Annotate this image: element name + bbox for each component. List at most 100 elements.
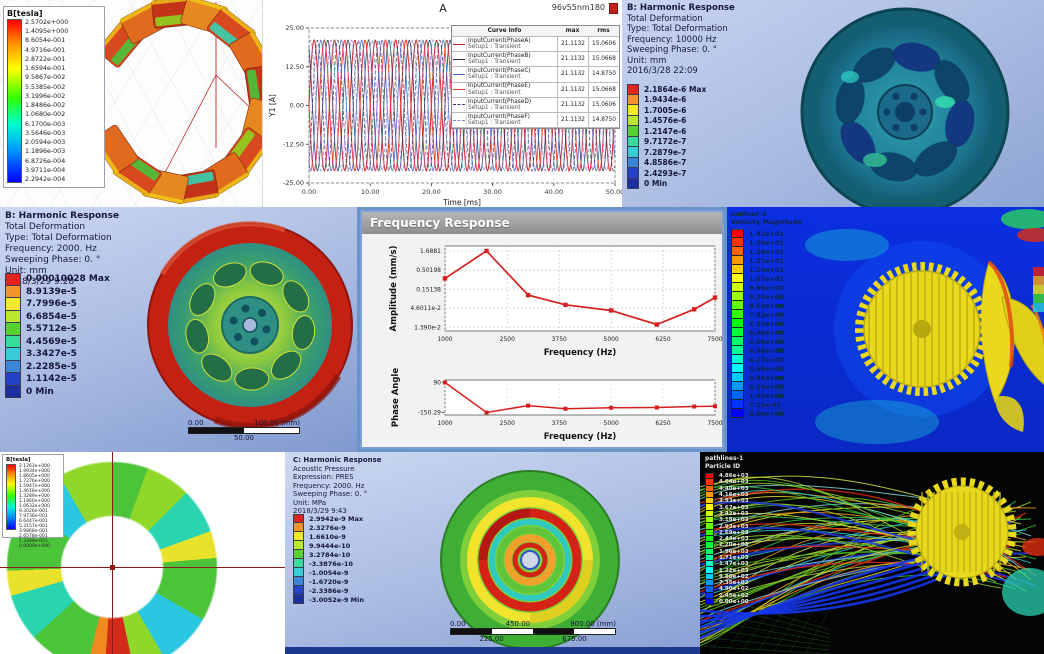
curve-info-row: InputCurrent(PhaseC) Setup1 : Transient 21… <box>452 67 619 83</box>
legend-swatch <box>731 238 744 247</box>
legend-value: 4.8586e-7 <box>644 158 687 168</box>
curve-info-row: InputCurrent(PhaseB) Setup1 : Transient 21… <box>452 52 619 68</box>
legend-value: 3.9868e-001 <box>19 529 48 534</box>
legend-row: 1.07e+01 <box>731 274 784 283</box>
legend-row: 1.35e+01 <box>731 238 784 247</box>
fan-flow-3d-view <box>805 209 1044 444</box>
legend-value: 1.3289e+000 <box>19 494 50 499</box>
legend-swatch <box>731 292 744 301</box>
curve-info-col: Curve Info <box>487 28 522 34</box>
legend-row: -1.0054e-9 <box>293 568 364 577</box>
legend-row: 2.20e+03 <box>705 542 749 549</box>
legend-swatch <box>293 550 304 559</box>
legend-swatch <box>5 298 21 311</box>
curve-name: InputCurrent(PhaseA) Setup1 : Transient <box>466 37 557 51</box>
header-line: Unit: MPa <box>293 498 327 507</box>
legend-swatch <box>5 385 21 398</box>
curve-color-line <box>453 119 465 121</box>
legend-value: 0.00010028 Max <box>26 274 110 285</box>
pressure-legend: 2.9942e-9 Max 2.3276e-9 1.6610e-9 9.9444e-1… <box>293 514 364 604</box>
header-line: Type: Total Deformation <box>627 24 728 34</box>
legend-value: 6.8726e-004 <box>25 157 66 165</box>
legend-swatch <box>293 586 304 595</box>
legend-swatch <box>731 229 744 238</box>
acoustic-disc-3d-view <box>440 470 620 650</box>
legend-value: -3.0052e-9 Min <box>309 595 364 604</box>
cfd-velocity-contour-panel: contour-2 Velocity Magnitude 1.42e+01 1.35… <box>727 207 1044 452</box>
curve-color-line <box>453 43 465 45</box>
legend-value: 4.4569e-5 <box>26 336 77 347</box>
legend-value: 1.42e+01 <box>749 229 784 238</box>
legend-swatch <box>731 247 744 256</box>
curve-info-header: Curve Info max rms <box>452 26 619 37</box>
result-header: B: Harmonic Response Total Deformation Typ… <box>5 211 119 288</box>
legend-value: 1.07e+01 <box>749 274 784 283</box>
legend-value: 2.1263e+000 <box>19 464 50 469</box>
result-header: C: Harmonic Response Acoustic Pressure Exp… <box>293 456 382 516</box>
legend-row: 9.9444e-10 <box>293 541 364 550</box>
crosshair-horizontal <box>0 567 285 568</box>
legend-row: 2.93e+03 <box>705 523 749 530</box>
legend-value: 7.82e+00 <box>749 310 784 319</box>
legend-value: 2.5702e+000 <box>25 19 69 26</box>
svg-text:20.00: 20.00 <box>422 188 441 196</box>
legend-row: 6.40e+00 <box>731 328 784 337</box>
chart-title: A <box>439 2 447 15</box>
legend-value: 3.42e+03 <box>719 510 749 517</box>
svg-text:Frequency (Hz): Frequency (Hz) <box>544 432 617 442</box>
ruler-max: 100.00 (mm) <box>254 419 300 427</box>
maxwell-field-plot-panel: B[tesla] 2.1263e+000 1.9934e+000 1.8605e+0… <box>0 452 285 654</box>
legend-row: 7.11e+00 <box>731 319 784 328</box>
legend-value: 5.69e+00 <box>749 337 784 346</box>
legend-value: 1.71e+03 <box>719 555 749 561</box>
header-line: Frequency: 10000 Hz <box>627 34 717 45</box>
legend-value: 1.4576e-6 <box>644 116 687 126</box>
legend-row: 1.1142e-5 <box>5 373 110 386</box>
header-line: Frequency: 2000. Hz <box>293 481 365 490</box>
rainbow-colorbar <box>7 19 22 183</box>
legend-swatch <box>5 373 21 386</box>
legend-swatch <box>731 310 744 319</box>
legend-row: 2.4293e-7 <box>627 168 706 179</box>
legend-value: 1.3289e-001 <box>19 539 48 544</box>
legend-value: 2.45e+02 <box>719 592 749 599</box>
svg-text:1.6881: 1.6881 <box>420 248 441 255</box>
legend-swatch <box>293 523 304 532</box>
legend-row: 8.9139e-5 <box>5 285 110 298</box>
header-line: Total Deformation <box>627 13 703 24</box>
legend-value: 1.0680e-002 <box>25 111 66 119</box>
window-titlebar[interactable]: Frequency Response <box>362 212 722 234</box>
legend-swatch <box>5 310 21 323</box>
legend-swatch <box>705 592 714 599</box>
legend-value: 9.24e+00 <box>749 292 784 301</box>
header-line: Expression: PRES <box>293 473 354 481</box>
legend-swatch <box>627 168 639 179</box>
curve-info-row: InputCurrent(PhaseD) Setup1 : Transient 21… <box>452 97 619 113</box>
legend-value: 7.11e-01 <box>749 400 782 409</box>
legend-value: 3.5646e-003 <box>25 129 66 137</box>
legend-swatch <box>5 323 21 336</box>
streamlines-3d-view <box>700 475 1044 654</box>
svg-text:30.00: 30.00 <box>483 188 502 196</box>
legend-row: 1.21e+01 <box>731 256 784 265</box>
legend-row: 7.2879e-7 <box>627 147 706 158</box>
legend-value: 2.84e+00 <box>749 373 784 382</box>
curve-color-line <box>453 104 465 106</box>
legend-swatch <box>627 126 639 137</box>
scale-ruler: 0.00 450.00 900.00 (mm) 225.00 675.00 <box>450 620 616 643</box>
legend-value: 5.5712e-5 <box>26 324 77 335</box>
legend-row: 9.96e+00 <box>731 283 784 292</box>
header-line: Total Deformation <box>5 222 86 232</box>
curve-name: InputCurrent(PhaseC) Setup1 : Transient <box>466 68 557 81</box>
legend-value: 7.7996e-5 <box>26 299 77 310</box>
b-field-legend: B[tesla] 2.1263e+000 1.9934e+000 1.8605e+0… <box>2 454 64 549</box>
legend-row: 3.56e+00 <box>731 364 784 373</box>
legend-value: 4.98e+00 <box>749 346 784 355</box>
legend-value: 8.53e+00 <box>749 301 784 310</box>
legend-row: 3.42e+03 <box>705 510 749 518</box>
legend-value: 2.20e+03 <box>719 542 749 549</box>
legend-swatch <box>705 535 714 543</box>
legend-value: 1.7276e+000 <box>19 479 50 484</box>
header-line: Velocity Magnitude <box>731 218 802 226</box>
legend-row: -2.3386e-9 <box>293 586 364 595</box>
